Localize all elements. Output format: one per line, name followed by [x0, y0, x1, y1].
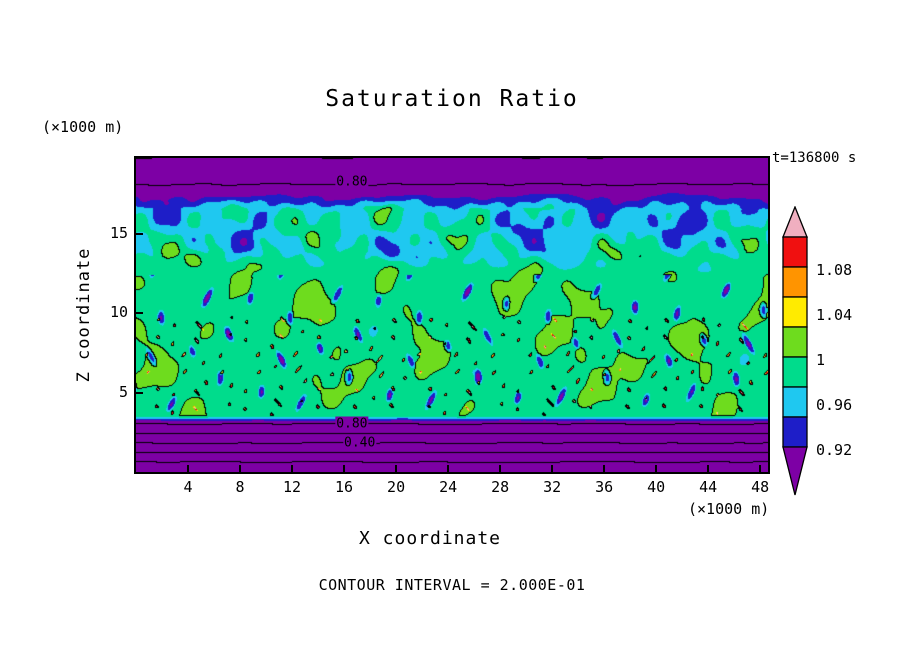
y-axis-title: Z coordinate: [74, 247, 94, 383]
time-label: t=136800 s: [772, 150, 857, 166]
tick-marks-layer: [136, 158, 768, 472]
x-tick-label: 44: [699, 478, 718, 496]
colorbar: [782, 206, 808, 496]
x-tick-mark: [187, 465, 190, 472]
colorbar-segment: [782, 296, 808, 328]
x-tick-label: 40: [647, 478, 666, 496]
x-tick-label: 16: [335, 478, 354, 496]
contour-interval-note: CONTOUR INTERVAL = 2.000E-01: [318, 576, 586, 594]
x-tick-label: 32: [543, 478, 562, 496]
x-tick-label: 8: [235, 478, 245, 496]
contour-label: 0.40: [343, 435, 377, 451]
x-tick-label: 12: [283, 478, 302, 496]
contour-line-labels: 0.80 0.80 0.40: [136, 158, 768, 472]
colorbar-tick-label: 0.96: [816, 396, 853, 414]
x-tick-mark: [343, 465, 346, 472]
x-tick-mark: [499, 465, 502, 472]
x-tick-label: 28: [491, 478, 510, 496]
colorbar-segment: [782, 266, 808, 298]
colorbar-tick-label: 1: [816, 351, 826, 369]
x-tick-mark: [655, 465, 658, 472]
colorbar-tick-label: 0.92: [816, 441, 853, 459]
colorbar-tick-label: 1.04: [816, 306, 853, 324]
colorbar-tick-label: 1.08: [816, 261, 853, 279]
y-tick-mark: [136, 233, 143, 236]
y-tick-mark: [136, 312, 143, 315]
plot-area: 0.80 0.80 0.40: [134, 156, 770, 474]
y-tick-mark: [136, 391, 143, 394]
colorbar-segment: [782, 206, 808, 238]
x-tick-label: 48: [751, 478, 770, 496]
colorbar-segment: [782, 356, 808, 388]
x-tick-mark: [551, 465, 554, 472]
x-tick-mark: [759, 465, 762, 472]
x-tick-label: 4: [183, 478, 193, 496]
y-axis-unit: (×1000 m): [42, 118, 124, 136]
contour-field-canvas: [136, 158, 768, 472]
x-tick-mark: [707, 465, 710, 472]
colorbar-segment: [782, 236, 808, 268]
colorbar-segment: [782, 446, 808, 496]
x-tick-mark: [239, 465, 242, 472]
contour-label: 0.80: [335, 174, 369, 190]
x-axis-title: X coordinate: [358, 528, 502, 549]
x-axis-unit: (×1000 m): [688, 500, 770, 518]
x-tick-mark: [447, 465, 450, 472]
x-tick-label: 24: [439, 478, 458, 496]
colorbar-segment: [782, 386, 808, 418]
chart-title: Saturation Ratio: [325, 86, 579, 112]
contour-label: 0.80: [335, 416, 369, 432]
x-tick-mark: [395, 465, 398, 472]
y-tick-label: 10: [109, 303, 128, 322]
y-tick-label: 5: [118, 382, 128, 401]
x-tick-mark: [291, 465, 294, 472]
x-tick-label: 36: [595, 478, 614, 496]
x-tick-mark: [603, 465, 606, 472]
colorbar-segment: [782, 326, 808, 358]
y-tick-label: 15: [109, 224, 128, 243]
colorbar-segment: [782, 416, 808, 448]
x-tick-label: 20: [387, 478, 406, 496]
